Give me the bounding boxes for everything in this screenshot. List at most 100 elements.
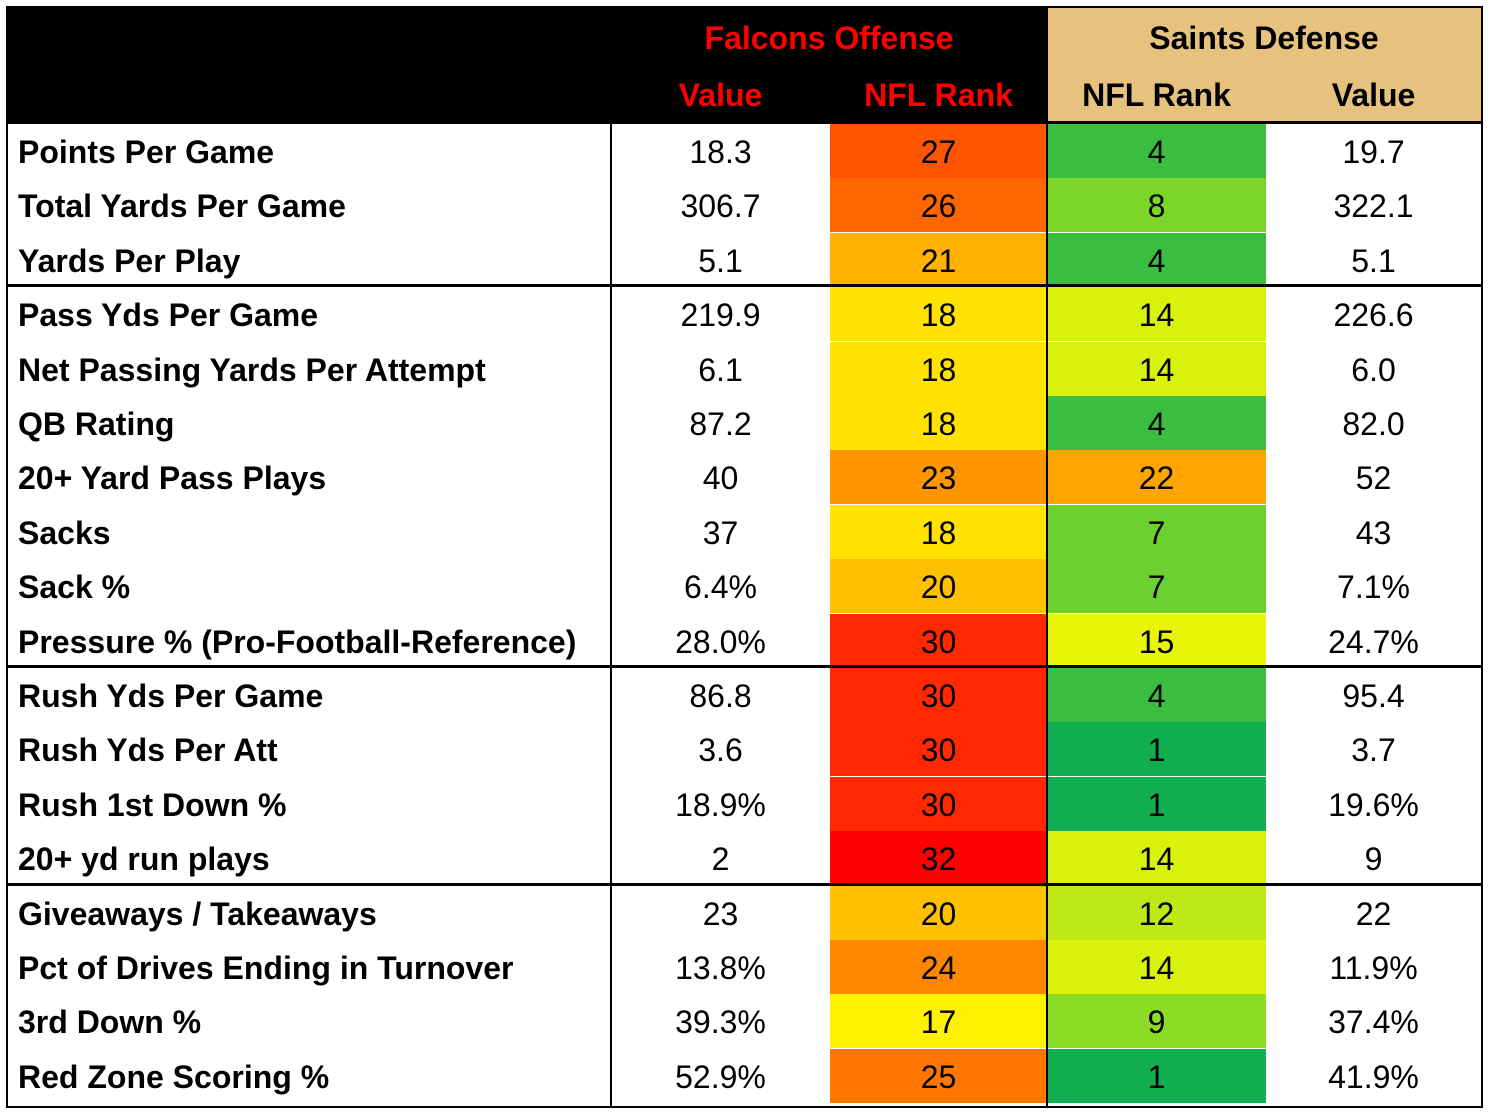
falcons-value: 306.7 <box>680 188 761 224</box>
saints-value: 11.9% <box>1329 950 1418 986</box>
saints-rank: 14 <box>1047 831 1266 885</box>
table-row: 3rd Down % 39.3% 17 9 37.4% <box>8 994 1481 1048</box>
falcons-value: 52.9% <box>675 1059 766 1095</box>
falcons-offense-title: Falcons Offense <box>704 20 954 56</box>
saints-value: 24.7% <box>1328 624 1419 660</box>
table-row: Pct of Drives Ending in Turnover 13.8% 24 1… <box>8 940 1481 994</box>
falcons-rank: 18 <box>830 342 1047 396</box>
saints-header-bg <box>1047 8 1481 122</box>
falcons-value: 86.8 <box>689 678 752 714</box>
stat-label: Sacks <box>18 515 111 551</box>
saints-value: 5.1 <box>1351 243 1396 279</box>
saints-value-header: Value <box>1331 77 1416 113</box>
falcons-rank: 27 <box>830 124 1047 178</box>
falcons-rank: 20 <box>830 886 1047 940</box>
saints-value: 226.6 <box>1333 297 1414 333</box>
table-row: Pressure % (Pro-Football-Reference) 28.0%… <box>8 614 1481 668</box>
table-row: Yards Per Play 5.1 21 4 5.1 <box>8 233 1481 287</box>
group-divider <box>8 883 1481 886</box>
saints-value: 7.1% <box>1337 569 1410 605</box>
falcons-rank: 21 <box>830 233 1047 287</box>
saints-value: 95.4 <box>1342 678 1405 714</box>
group-divider <box>8 665 1481 668</box>
falcons-value-header: Value <box>678 77 763 113</box>
stat-label: Points Per Game <box>18 134 275 170</box>
falcons-rank: 20 <box>830 559 1047 613</box>
saints-rank: 14 <box>1047 342 1266 396</box>
stats-table: Falcons Offense Saints Defense Value NFL… <box>6 6 1483 1108</box>
falcons-value: 18.9% <box>675 787 766 823</box>
table-row: Total Yards Per Game 306.7 26 8 322.1 <box>8 178 1481 232</box>
falcons-value: 37 <box>702 515 739 551</box>
group-divider <box>8 284 1481 287</box>
stat-label: Rush Yds Per Game <box>18 678 324 714</box>
falcons-rank: 30 <box>830 668 1047 722</box>
stat-label: 20+ yd run plays <box>18 841 270 877</box>
stat-label: QB Rating <box>18 406 175 442</box>
table-row: Rush Yds Per Game 86.8 30 4 95.4 <box>8 668 1481 722</box>
saints-rank: 4 <box>1047 124 1266 178</box>
falcons-value: 6.1 <box>698 352 743 388</box>
stat-label: 20+ Yard Pass Plays <box>18 460 327 496</box>
saints-value: 19.6% <box>1328 787 1419 823</box>
saints-value: 37.4% <box>1328 1004 1419 1040</box>
saints-rank: 14 <box>1047 940 1266 994</box>
stat-label: Pct of Drives Ending in Turnover <box>18 950 514 986</box>
stat-label: Yards Per Play <box>18 243 241 279</box>
saints-rank: 22 <box>1047 450 1266 504</box>
falcons-rank-header: NFL Rank <box>864 77 1013 113</box>
stat-label: Giveaways / Takeaways <box>18 896 377 932</box>
saints-rank: 15 <box>1047 614 1266 668</box>
saints-rank: 9 <box>1047 994 1266 1048</box>
falcons-value: 219.9 <box>680 297 761 333</box>
table-row: Sacks 37 18 7 43 <box>8 505 1481 559</box>
team-divider <box>1046 8 1048 1106</box>
stat-label: Total Yards Per Game <box>18 188 346 224</box>
saints-rank-header: NFL Rank <box>1082 77 1231 113</box>
saints-value: 22 <box>1355 896 1392 932</box>
saints-value: 43 <box>1355 515 1392 551</box>
table-row: 20+ Yard Pass Plays 40 23 22 52 <box>8 450 1481 504</box>
falcons-rank: 17 <box>830 994 1047 1048</box>
saints-value: 19.7 <box>1342 134 1405 170</box>
falcons-rank: 18 <box>830 505 1047 559</box>
stat-label: Red Zone Scoring % <box>18 1059 330 1095</box>
stat-label: Sack % <box>18 569 131 605</box>
falcons-rank: 30 <box>830 722 1047 776</box>
falcons-header-bg <box>8 8 1047 122</box>
falcons-rank: 32 <box>830 831 1047 885</box>
stat-label: Rush Yds Per Att <box>18 732 278 768</box>
falcons-value: 5.1 <box>698 243 743 279</box>
falcons-rank: 23 <box>830 450 1047 504</box>
falcons-value: 2 <box>711 841 730 877</box>
stat-label: Net Passing Yards Per Attempt <box>18 352 486 388</box>
saints-rank: 7 <box>1047 505 1266 559</box>
table-row: 20+ yd run plays 2 32 14 9 <box>8 831 1481 885</box>
stat-label: Pass Yds Per Game <box>18 297 319 333</box>
stat-label: Pressure % (Pro-Football-Reference) <box>18 624 577 660</box>
stat-label: Rush 1st Down % <box>18 787 287 823</box>
falcons-rank: 18 <box>830 287 1047 341</box>
table-row: Red Zone Scoring % 52.9% 25 1 41.9% <box>8 1049 1481 1103</box>
falcons-value: 6.4% <box>684 569 757 605</box>
saints-value: 322.1 <box>1333 188 1414 224</box>
falcons-rank: 30 <box>830 777 1047 831</box>
table-row: Net Passing Yards Per Attempt 6.1 18 14 6.0 <box>8 342 1481 396</box>
saints-rank: 12 <box>1047 886 1266 940</box>
falcons-value: 18.3 <box>689 134 752 170</box>
table-row: Pass Yds Per Game 219.9 18 14 226.6 <box>8 287 1481 341</box>
falcons-rank: 30 <box>830 614 1047 668</box>
falcons-rank: 18 <box>830 396 1047 450</box>
falcons-rank: 24 <box>830 940 1047 994</box>
table-row: Points Per Game 18.3 27 4 19.7 <box>8 124 1481 178</box>
saints-value: 82.0 <box>1342 406 1405 442</box>
saints-rank: 4 <box>1047 396 1266 450</box>
table-row: Rush 1st Down % 18.9% 30 1 19.6% <box>8 777 1481 831</box>
falcons-rank: 26 <box>830 178 1047 232</box>
falcons-value: 13.8% <box>675 950 766 986</box>
saints-rank: 7 <box>1047 559 1266 613</box>
table-row: QB Rating 87.2 18 4 82.0 <box>8 396 1481 450</box>
table-row: Sack % 6.4% 20 7 7.1% <box>8 559 1481 613</box>
saints-rank: 1 <box>1047 1049 1266 1103</box>
saints-value: 6.0 <box>1351 352 1396 388</box>
